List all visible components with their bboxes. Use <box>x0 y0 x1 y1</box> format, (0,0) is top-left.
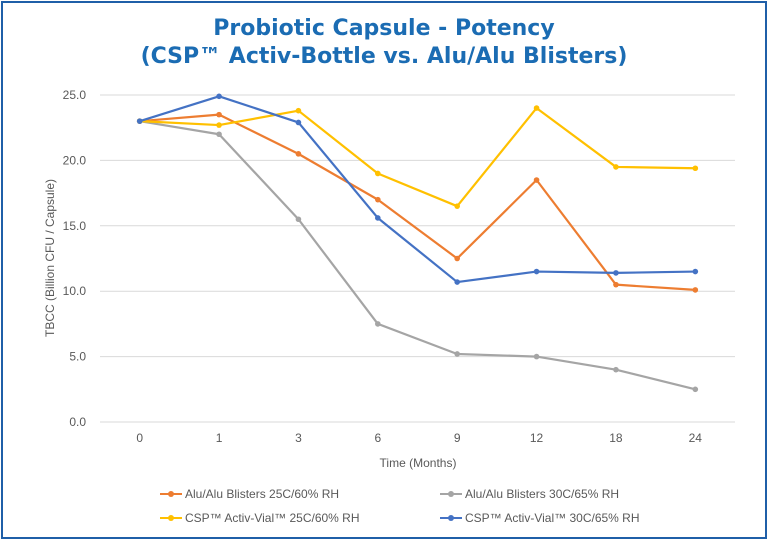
x-tick-label: 3 <box>295 431 302 445</box>
data-point <box>613 270 619 276</box>
data-point <box>295 151 302 157</box>
x-tick-label: 1 <box>216 431 223 445</box>
legend-item-2: CSP™ Activ-Vial™ 25C/60% RH <box>160 511 360 525</box>
x-tick-label: 9 <box>454 431 461 445</box>
data-point <box>454 351 460 357</box>
legend-swatch <box>160 515 182 521</box>
data-point <box>613 366 619 373</box>
legend-swatch <box>440 491 462 497</box>
x-tick-label: 18 <box>609 431 623 445</box>
data-point <box>375 321 381 327</box>
data-point <box>216 131 222 138</box>
data-point <box>295 107 302 114</box>
data-point <box>533 353 540 360</box>
legend-item-0: Alu/Alu Blisters 25C/60% RH <box>160 487 339 501</box>
y-tick-label: 0.0 <box>69 415 86 429</box>
data-point <box>454 279 460 285</box>
data-point <box>295 119 302 126</box>
data-point <box>533 177 540 183</box>
y-tick-label: 10.0 <box>63 284 87 298</box>
y-tick-label: 20.0 <box>63 153 87 167</box>
data-point <box>533 268 540 275</box>
legend-swatch <box>160 491 182 497</box>
data-point <box>692 287 699 293</box>
chart-title-line2: (CSP™ Activ-Bottle vs. Alu/Alu Blisters) <box>140 44 628 69</box>
data-point <box>375 196 381 203</box>
data-point <box>375 215 381 221</box>
series-line-3 <box>139 95 696 284</box>
series-line-2 <box>139 106 696 208</box>
data-point <box>613 281 619 288</box>
x-tick-label: 24 <box>689 431 703 445</box>
series-line-1 <box>139 120 696 391</box>
y-axis-label: TBCC (Billion CFU / Capsule) <box>43 179 57 337</box>
y-tick-label: 25.0 <box>63 88 87 102</box>
data-point <box>613 164 619 170</box>
data-point <box>692 386 699 393</box>
data-point <box>454 255 460 262</box>
x-tick-label: 6 <box>374 431 381 445</box>
y-tick-label: 15.0 <box>63 219 87 233</box>
data-point <box>454 203 460 209</box>
data-point <box>216 111 222 118</box>
legend-label: Alu/Alu Blisters 25C/60% RH <box>185 487 340 501</box>
chart-title-line1: Probiotic Capsule - Potency <box>213 16 555 41</box>
legend-label: CSP™ Activ-Vial™ 30C/65% RH <box>465 511 640 525</box>
x-tick-label: 12 <box>530 431 544 445</box>
data-point <box>136 118 143 124</box>
legend-label: Alu/Alu Blisters 30C/65% RH <box>465 487 620 501</box>
legend-item-1: Alu/Alu Blisters 30C/65% RH <box>440 487 619 501</box>
x-axis-label: Time (Months) <box>380 456 457 470</box>
data-point <box>216 122 222 128</box>
legend-label: CSP™ Activ-Vial™ 25C/60% RH <box>185 511 360 525</box>
x-tick-label: 0 <box>136 431 143 445</box>
y-tick-label: 5.0 <box>69 350 86 364</box>
data-point <box>375 170 381 177</box>
data-point <box>533 105 540 111</box>
legend-swatch <box>440 515 462 521</box>
data-point <box>216 93 222 100</box>
legend-item-3: CSP™ Activ-Vial™ 30C/65% RH <box>440 511 640 525</box>
data-point <box>692 165 699 172</box>
series-line-0 <box>139 113 696 291</box>
data-point <box>295 216 302 223</box>
data-point <box>692 268 699 275</box>
